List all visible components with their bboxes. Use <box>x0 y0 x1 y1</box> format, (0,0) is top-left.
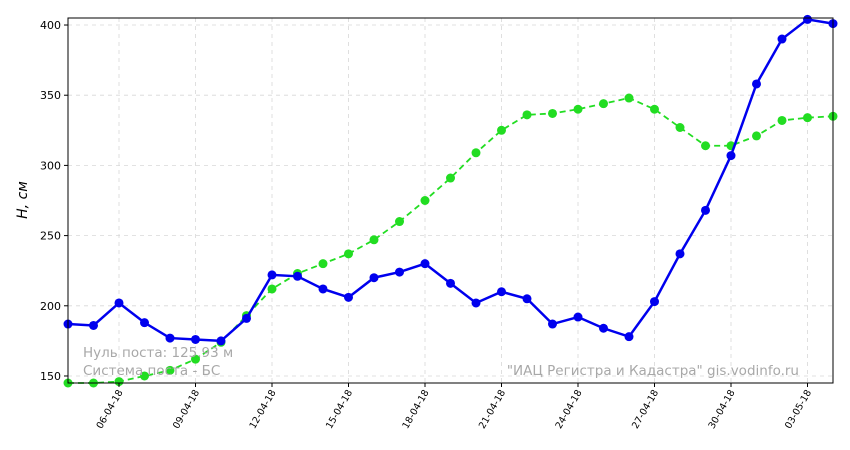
data-point <box>395 217 404 227</box>
data-point <box>650 297 659 307</box>
plot-background <box>68 18 833 383</box>
data-point <box>803 14 812 24</box>
y-tick-label: 350 <box>40 89 61 102</box>
data-point <box>446 173 455 183</box>
y-axis-label: H, см <box>15 181 31 219</box>
data-point <box>344 292 353 302</box>
x-tick-label: 15-04-18 <box>324 388 355 431</box>
grid <box>68 18 833 383</box>
data-point <box>752 131 761 141</box>
data-point <box>573 312 583 322</box>
data-point <box>140 371 149 381</box>
data-point <box>599 99 608 109</box>
data-point <box>114 377 124 387</box>
data-point <box>344 249 353 259</box>
data-point <box>497 125 506 135</box>
x-tick-label: 24-04-18 <box>554 388 585 431</box>
y-tick-label: 200 <box>40 300 61 313</box>
plot-frame <box>67 17 834 384</box>
data-point <box>624 93 634 103</box>
data-point <box>675 123 685 132</box>
data-point <box>650 104 659 114</box>
y-axis: 150 200 250 300 350 400 <box>40 19 68 383</box>
x-tick-label: 21-04-18 <box>477 388 508 431</box>
data-point <box>216 336 226 346</box>
data-point <box>471 298 481 308</box>
data-point <box>369 273 379 283</box>
data-point <box>89 320 98 330</box>
data-point <box>140 318 149 328</box>
data-point <box>420 259 430 269</box>
data-point <box>726 151 736 161</box>
data-point <box>522 110 532 120</box>
zero-post-label: Нуль поста: 125.93 м <box>83 345 233 361</box>
series-0 <box>63 14 838 346</box>
data-point <box>701 205 710 215</box>
data-point <box>267 284 277 294</box>
data-point <box>191 334 200 344</box>
data-point <box>369 235 379 245</box>
x-tick-label: 27-04-18 <box>630 388 661 431</box>
source-label: "ИАЦ Регистра и Кадастра" gis.vodinfo.ru <box>507 363 799 379</box>
data-point <box>446 278 455 288</box>
data-point <box>548 319 557 329</box>
data-point <box>573 104 583 114</box>
x-tick-label: 09-04-18 <box>171 388 202 431</box>
x-tick-label: 03-05-18 <box>783 388 814 431</box>
data-point <box>548 108 557 118</box>
data-point <box>701 141 710 151</box>
data-point <box>395 267 404 277</box>
system-label: Система поста - БС <box>83 363 220 379</box>
data-point <box>318 259 328 269</box>
x-tick-label: 18-04-18 <box>401 388 432 431</box>
data-point <box>777 34 787 44</box>
series-layer <box>63 14 838 388</box>
y-tick-label: 250 <box>40 230 61 243</box>
x-axis: 06-04-18 09-04-18 12-04-18 15-04-18 18-04-18… <box>95 383 814 431</box>
data-point <box>471 148 481 158</box>
y-tick-label: 150 <box>40 370 61 383</box>
data-point <box>293 271 302 281</box>
x-tick-label: 06-04-18 <box>95 388 126 431</box>
x-tick-label: 12-04-18 <box>248 388 279 431</box>
data-point <box>675 249 685 259</box>
data-point <box>624 332 634 342</box>
data-point <box>599 323 608 333</box>
y-tick-label: 300 <box>40 159 61 172</box>
data-point <box>420 196 430 205</box>
data-point <box>777 115 787 125</box>
data-point <box>522 294 532 304</box>
data-point <box>497 287 506 297</box>
series-1 <box>63 93 838 388</box>
data-point <box>165 333 175 343</box>
data-point <box>191 354 200 364</box>
data-point <box>803 113 812 123</box>
data-point <box>242 313 251 323</box>
data-point <box>752 79 761 89</box>
data-point <box>165 365 175 375</box>
data-point <box>114 298 124 308</box>
y-tick-label: 400 <box>40 19 61 32</box>
data-point <box>267 270 277 280</box>
x-tick-label: 30-04-18 <box>707 388 738 431</box>
data-point <box>318 284 328 294</box>
